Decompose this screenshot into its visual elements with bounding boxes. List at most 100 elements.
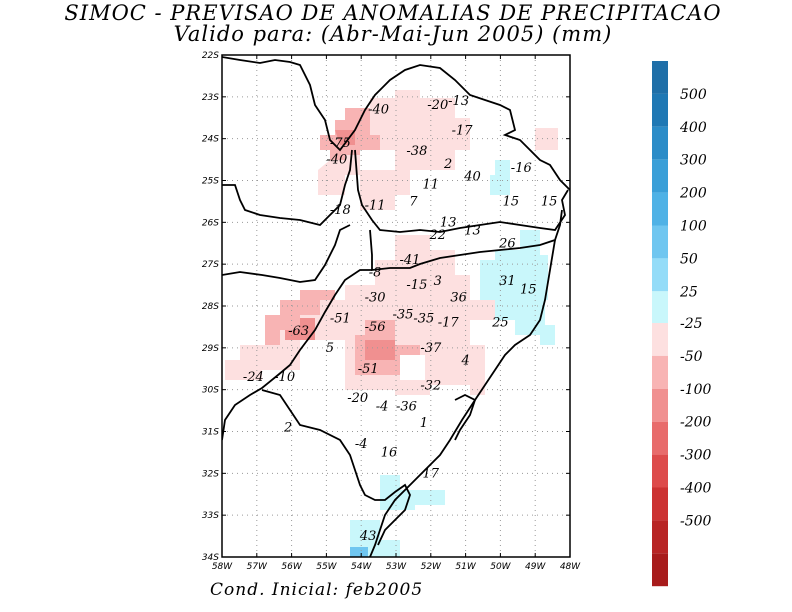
colorbar-label: -100 bbox=[680, 382, 712, 398]
axis-tick-marks bbox=[221, 54, 571, 558]
anomaly-value-label: -56 bbox=[365, 320, 386, 335]
lat-tick-label: 25S bbox=[202, 177, 219, 187]
lon-tick-label: 48W bbox=[560, 562, 581, 572]
colorbar-segment bbox=[652, 454, 668, 488]
lat-tick-label: 24S bbox=[202, 135, 219, 145]
lon-tick-label: 57W bbox=[247, 562, 268, 572]
colorbar-segment bbox=[652, 487, 668, 521]
lat-tick-label: 32S bbox=[202, 469, 219, 479]
anomaly-value-label: -4 bbox=[376, 399, 389, 414]
colorbar-segment bbox=[652, 553, 668, 587]
anomaly-value-label: 40 bbox=[463, 169, 481, 184]
anomaly-value-label: -20 bbox=[347, 391, 368, 406]
lat-tick-label: 33S bbox=[202, 511, 219, 521]
chart-title: SIMOC - PREVISAO DE ANOMALIAS DE PRECIPI… bbox=[64, 1, 722, 25]
anomaly-value-label: -18 bbox=[330, 203, 351, 218]
anomaly-value-label: -51 bbox=[330, 312, 351, 327]
lat-tick-label: 23S bbox=[202, 93, 219, 103]
anomaly-value-label: 25 bbox=[491, 316, 509, 331]
lat-tick-label: 26S bbox=[202, 218, 219, 228]
anomaly-value-label: 7 bbox=[409, 194, 418, 209]
anomaly-value-label: -30 bbox=[365, 291, 386, 306]
anomaly-value-label: 3 bbox=[434, 274, 442, 289]
colorbar-label: -300 bbox=[680, 448, 712, 464]
map-gridlines bbox=[222, 55, 570, 557]
anomaly-value-label: 5 bbox=[326, 341, 334, 356]
anomaly-value-label: -15 bbox=[406, 278, 427, 293]
colorbar-label: 400 bbox=[679, 120, 707, 136]
colorbar-segment bbox=[652, 355, 668, 389]
anomaly-value-label: -35 bbox=[413, 312, 434, 327]
lat-tick-label: 34S bbox=[202, 553, 219, 563]
anomaly-value-label: 36 bbox=[450, 291, 467, 306]
anomaly-value-label: 15 bbox=[520, 282, 537, 297]
colorbar-segment bbox=[652, 93, 668, 127]
anomaly-value-label: -36 bbox=[396, 399, 417, 414]
neg-area-west-strong bbox=[285, 318, 315, 340]
anomaly-value-label: 2 bbox=[283, 420, 292, 435]
lat-tick-label: 31S bbox=[202, 428, 219, 438]
colorbar-segment bbox=[652, 225, 668, 259]
anomaly-value-label: -13 bbox=[448, 94, 469, 109]
anomaly-value-label: 43 bbox=[359, 529, 377, 544]
lat-tick-label: 30S bbox=[202, 386, 219, 396]
colorbar-segment bbox=[652, 388, 668, 422]
colorbar-label: -500 bbox=[680, 513, 712, 529]
anomaly-value-label: -4 bbox=[355, 437, 368, 452]
anomaly-value-label: -16 bbox=[511, 161, 532, 176]
colorbar-segment bbox=[652, 291, 668, 325]
chart-subtitle: Valido para: (Abr-Mai-Jun 2005) (mm) bbox=[173, 22, 613, 46]
anomaly-value-label: 15 bbox=[541, 194, 558, 209]
lat-tick-label: 28S bbox=[202, 302, 219, 312]
anomaly-value-label: -24 bbox=[243, 370, 264, 385]
lon-tick-label: 53W bbox=[386, 562, 407, 572]
anomaly-value-label: 11 bbox=[423, 178, 440, 193]
colorbar-segment bbox=[652, 323, 668, 356]
lon-tick-label: 56W bbox=[281, 562, 302, 572]
anomaly-value-label: -51 bbox=[358, 362, 379, 377]
border-line bbox=[369, 209, 563, 272]
anomaly-value-label: -17 bbox=[452, 123, 474, 138]
axis-tick-labels: 58W 57W 56W 55W 54W 53W 52W 51W 50W 49W 48W 22S 23S 2… bbox=[202, 51, 581, 572]
anomaly-value-label: -11 bbox=[365, 199, 386, 214]
anomaly-value-label: 16 bbox=[381, 445, 398, 460]
colorbar-label: 500 bbox=[680, 87, 707, 103]
white-hole-2 bbox=[400, 355, 425, 380]
anomaly-value-label: -35 bbox=[392, 307, 413, 322]
political-borders bbox=[222, 56, 570, 557]
border-line bbox=[222, 149, 353, 226]
colorbar-label: -50 bbox=[680, 349, 703, 365]
lon-tick-label: 58W bbox=[212, 562, 233, 572]
lat-tick-label: 22S bbox=[202, 51, 219, 61]
anomaly-value-label: -17 bbox=[438, 316, 460, 331]
pos-area-south-blue bbox=[350, 547, 368, 557]
anomaly-value-label: -75 bbox=[330, 136, 351, 151]
colorbar-segment bbox=[652, 61, 668, 94]
anomaly-value-label: -20 bbox=[427, 98, 448, 113]
colorbar-label: -400 bbox=[680, 481, 712, 497]
border-line bbox=[261, 389, 411, 546]
border-line bbox=[222, 224, 351, 283]
border-line bbox=[369, 239, 556, 557]
neg-area-central bbox=[225, 235, 495, 395]
colorbar-segment bbox=[652, 126, 668, 160]
colorbar-label: 50 bbox=[680, 251, 698, 267]
neg-area-north-strong bbox=[335, 130, 355, 145]
initial-condition-note: Cond. Inicial: feb2005 bbox=[210, 580, 424, 600]
neg-area-west-medium bbox=[265, 290, 335, 345]
lat-tick-label: 29S bbox=[202, 344, 219, 354]
anomaly-value-label: 13 bbox=[464, 224, 481, 239]
lat-tick-label: 27S bbox=[202, 260, 219, 270]
anomaly-value-label: -32 bbox=[420, 378, 441, 393]
anomaly-value-label: 4 bbox=[460, 353, 469, 368]
colorbar: 500 400 300 200 100 50 25 -25 -50 -100 -200 -300 -40… bbox=[652, 61, 712, 587]
pos-area-ne bbox=[490, 160, 510, 195]
border-line bbox=[222, 56, 570, 191]
border-line bbox=[222, 269, 372, 441]
anomaly-value-label: -40 bbox=[326, 153, 347, 168]
anomaly-value-label: 17 bbox=[423, 466, 440, 481]
anomaly-value-label: -38 bbox=[406, 144, 427, 159]
white-hole-1 bbox=[360, 150, 395, 170]
